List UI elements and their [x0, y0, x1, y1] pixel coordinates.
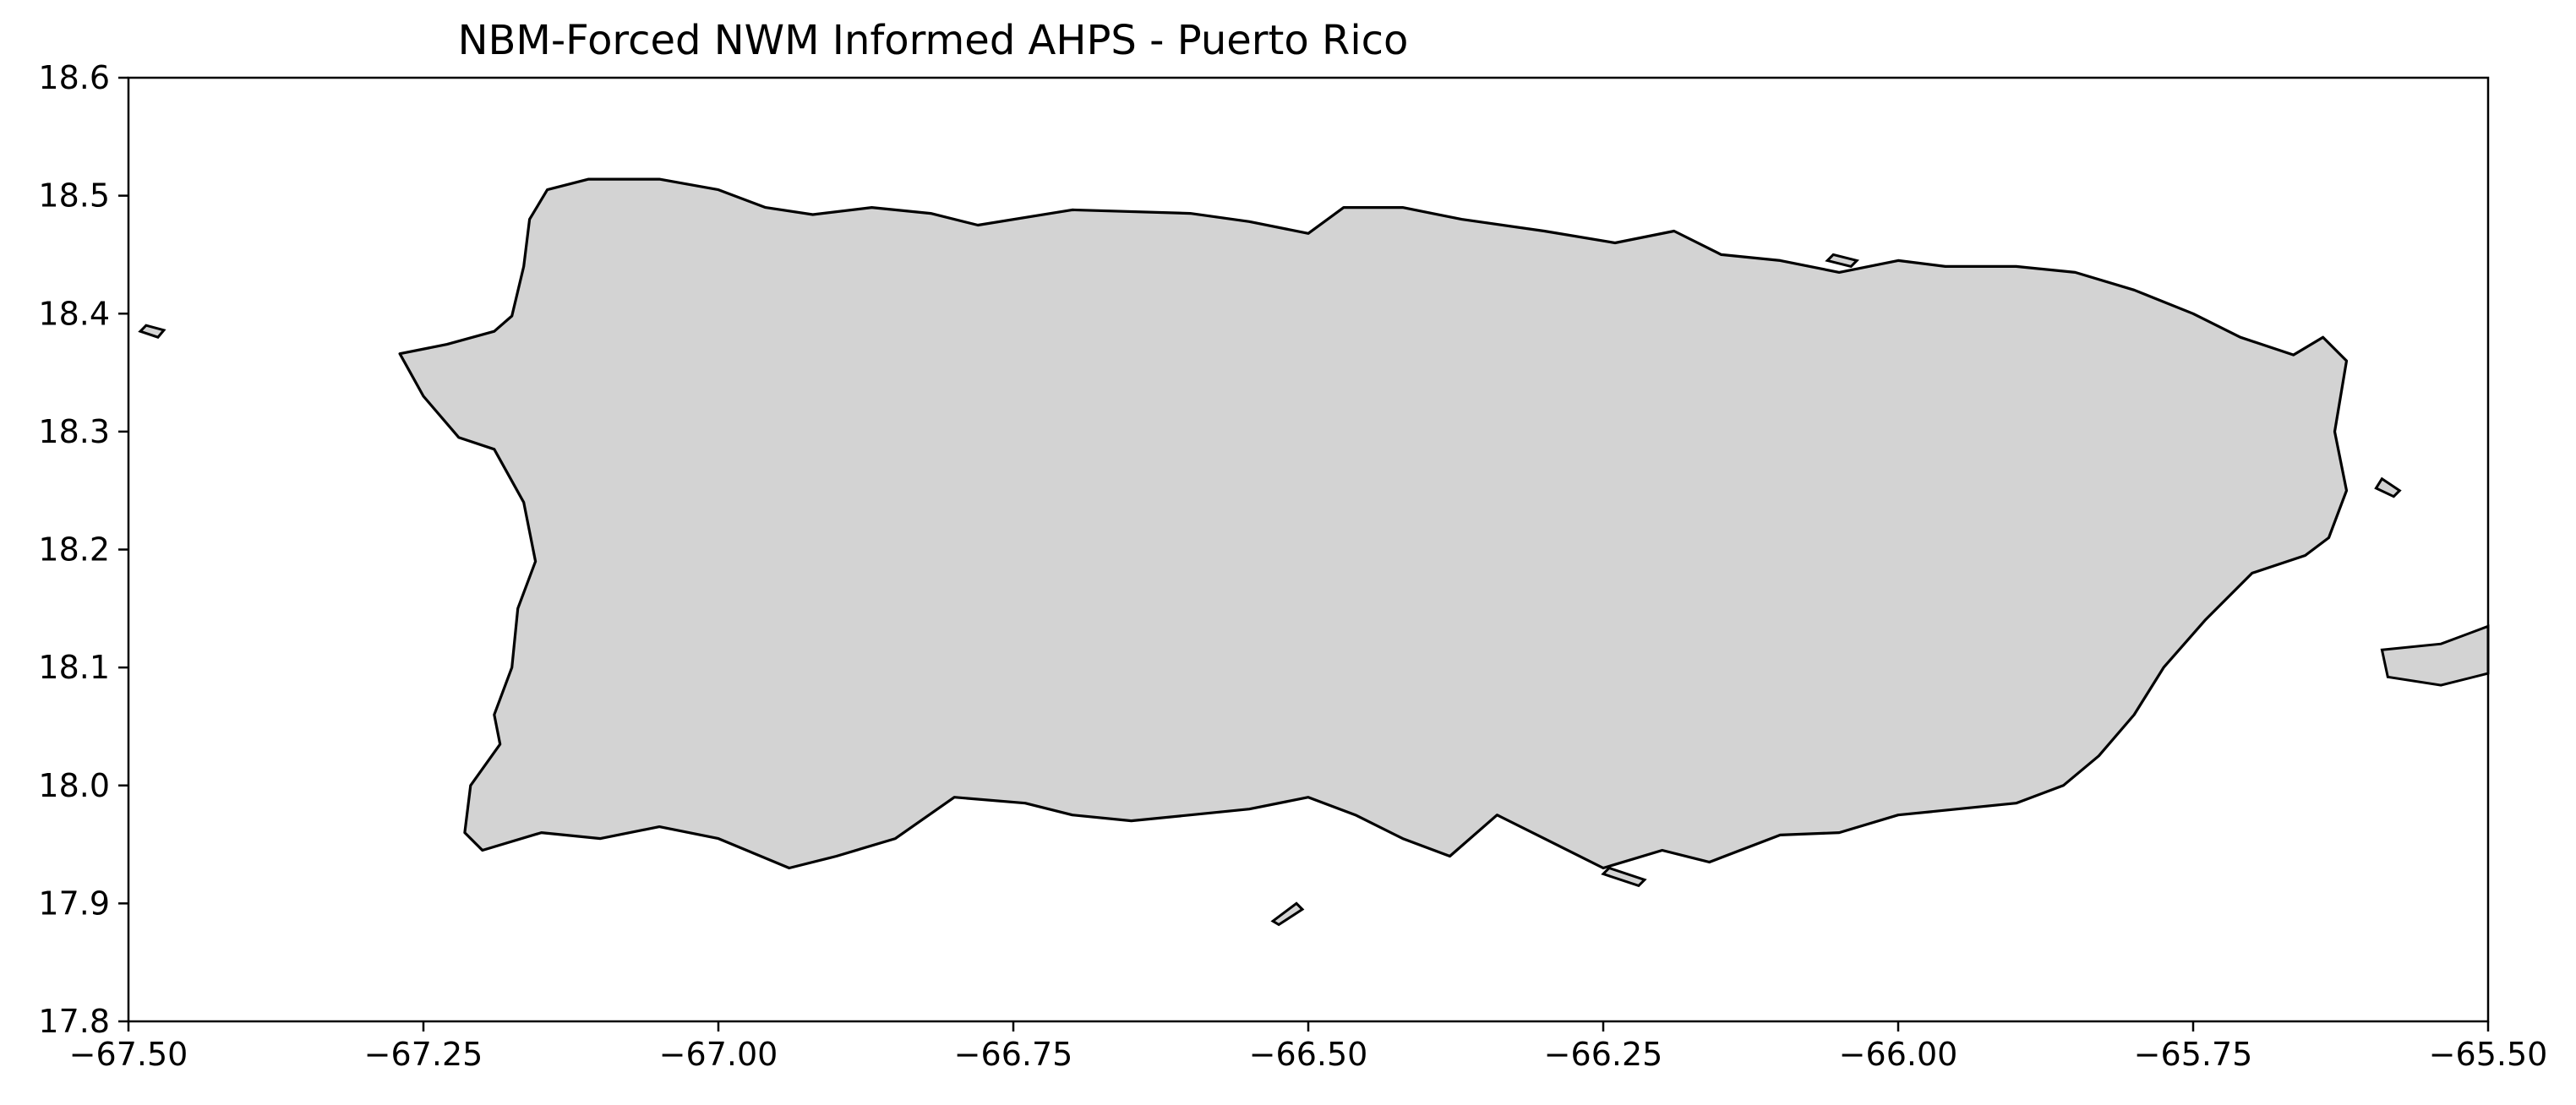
- y-tick-label: 18.0: [38, 767, 110, 804]
- y-tick-label: 17.8: [38, 1003, 110, 1040]
- x-tick-label: −67.25: [364, 1036, 483, 1073]
- x-tick-label: −66.75: [954, 1036, 1073, 1073]
- x-tick-label: −67.50: [69, 1036, 188, 1073]
- y-tick-label: 18.4: [38, 295, 110, 332]
- x-tick-label: −66.00: [1839, 1036, 1958, 1073]
- y-tick-label: 18.1: [38, 649, 110, 686]
- x-tick-label: −65.50: [2429, 1036, 2548, 1073]
- x-tick-label: −65.75: [2134, 1036, 2253, 1073]
- x-tick-label: −67.00: [659, 1036, 778, 1073]
- map-plot-area: [138, 177, 2490, 927]
- y-tick-label: 18.3: [38, 413, 110, 450]
- y-tick-label: 18.2: [38, 531, 110, 569]
- y-axis: 18.6 18.5 18.4 18.3 18.2 18.1 18.0 17.9 17.8: [38, 59, 128, 1040]
- puerto-rico-landmass: [398, 177, 2349, 870]
- islet-landmass: [1601, 866, 1647, 888]
- islet-landmass: [138, 324, 166, 339]
- x-tick-label: −66.50: [1249, 1036, 1368, 1073]
- y-tick-label: 18.5: [38, 177, 110, 215]
- islet-landmass: [2374, 476, 2402, 498]
- x-axis: −67.50 −67.25 −67.00 −66.75 −66.50 −66.25 −66.…: [69, 1021, 2548, 1073]
- y-tick-label: 18.6: [38, 59, 110, 96]
- islet-landmass: [1270, 901, 1305, 927]
- y-tick-label: 17.9: [38, 885, 110, 922]
- chart-title: NBM-Forced NWM Informed AHPS - Puerto Ri…: [458, 17, 1409, 64]
- islet-landmass: [1825, 253, 1860, 269]
- x-tick-label: −66.25: [1544, 1036, 1663, 1073]
- islet-landmass: [2380, 624, 2490, 687]
